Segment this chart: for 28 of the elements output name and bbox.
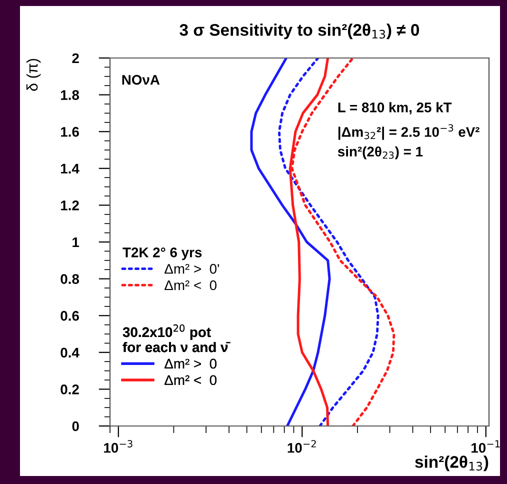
y-tick-label: 1.8 bbox=[61, 90, 80, 100]
annotation: 30.2x10$^{20}$ pot bbox=[122, 324, 211, 340]
chart-title: 3 σ Sensitivity to sin²(2θ$_{13}$) ≠ 0 bbox=[180, 24, 420, 40]
annotation: L = 810 km, 25 kT bbox=[338, 102, 452, 114]
y-tick-label: 1.6 bbox=[61, 126, 79, 137]
y-tick-label: 0 bbox=[72, 421, 79, 432]
x-tick-label: 10$^{−2}$ bbox=[288, 440, 316, 453]
legend-label: Δm² < 0 bbox=[164, 280, 217, 290]
y-tick-label: 1.2 bbox=[61, 200, 79, 210]
x-tick-label: 10$^{−1}$ bbox=[472, 440, 500, 453]
y-tick-label: 1.4 bbox=[61, 164, 80, 174]
y-tick-label: 0.2 bbox=[60, 384, 79, 394]
legend-label: Δm² > 0 bbox=[164, 358, 217, 369]
annotation: NOνA bbox=[122, 74, 160, 85]
x-tick-label: 10$^{−3}$ bbox=[104, 440, 132, 453]
y-axis-title: δ (π) bbox=[26, 58, 41, 91]
annotation: |Δm$_{32}$²| = 2.5 10$^{−3}$ eV² bbox=[338, 124, 480, 140]
legend-label: Δm² < 0 bbox=[164, 375, 217, 386]
y-tick-label: 2 bbox=[72, 53, 79, 64]
annotation: sin²(2θ$_{23}$) = 1 bbox=[338, 146, 423, 160]
annotation: for each ν and ν̄ bbox=[122, 342, 230, 352]
legend-label: Δm² > 0' bbox=[164, 264, 220, 274]
x-axis-title: sin²(2θ$_{13}$) bbox=[415, 456, 488, 472]
y-tick-label: 1 bbox=[72, 237, 80, 248]
y-tick-label: 0.6 bbox=[60, 310, 79, 321]
y-tick-label: 0.8 bbox=[60, 274, 80, 284]
y-tick-label: 0.4 bbox=[60, 348, 80, 358]
annotation: T2K 2° 6 yrs bbox=[122, 248, 202, 260]
